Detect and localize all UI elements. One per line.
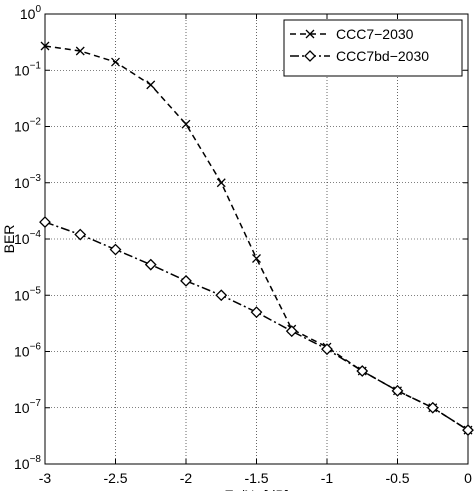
y-tick-exponent: −8 <box>30 454 42 465</box>
y-tick-base: 10 <box>14 175 30 191</box>
marker <box>109 243 122 256</box>
y-tick-label: 10−5 <box>14 285 41 303</box>
marker <box>146 80 156 90</box>
y-tick-base: 10 <box>14 400 30 416</box>
y-tick-label: 100 <box>20 4 42 22</box>
x-label-part: [dB] <box>260 487 289 491</box>
y-tick-label: 10−2 <box>14 117 41 135</box>
y-tick-exponent: −3 <box>30 173 42 184</box>
marker <box>75 46 85 56</box>
y-tick-exponent: −2 <box>30 117 42 128</box>
marker <box>462 424 474 437</box>
y-tick-base: 10 <box>20 6 36 22</box>
marker <box>285 325 298 338</box>
y-tick-label: 10−6 <box>14 342 41 360</box>
x-tick-label: -1.5 <box>244 470 268 486</box>
y-tick-base: 10 <box>14 456 30 472</box>
marker <box>321 343 333 356</box>
y-tick-base: 10 <box>14 344 30 360</box>
y-axis-label: BER <box>1 225 17 254</box>
x-label-part: /N <box>240 487 254 491</box>
x-label-part: E <box>224 487 233 491</box>
x-tick-label: -1 <box>321 470 334 486</box>
y-tick-base: 10 <box>14 287 30 303</box>
x-tick-label: -2 <box>180 470 193 486</box>
legend-marker <box>305 29 315 39</box>
y-tick-base: 10 <box>14 62 30 78</box>
marker <box>252 254 261 263</box>
y-tick-exponent: 0 <box>35 4 41 15</box>
y-tick-exponent: −4 <box>30 229 42 240</box>
y-tick-exponent: −5 <box>30 285 42 296</box>
legend-label: CCC7bd−2030 <box>336 48 429 64</box>
legend-marker <box>304 50 316 62</box>
x-tick-label: -0.5 <box>385 470 409 486</box>
marker <box>40 41 50 51</box>
marker <box>180 274 192 287</box>
marker <box>144 258 157 271</box>
y-tick-exponent: −1 <box>30 60 42 71</box>
y-tick-label: 10−7 <box>14 398 41 416</box>
y-tick-base: 10 <box>14 119 30 135</box>
marker <box>356 365 369 377</box>
y-tick-label: 10−8 <box>14 454 41 472</box>
x-tick-label: -2.5 <box>103 470 127 486</box>
marker <box>426 401 439 414</box>
y-tick-base: 10 <box>14 231 30 247</box>
x-tick-label: 0 <box>464 470 472 486</box>
y-tick-exponent: −7 <box>30 398 42 409</box>
marker <box>250 306 263 319</box>
x-axis-label: ES/N0 [dB] <box>224 487 288 491</box>
legend-box <box>283 19 463 77</box>
legend-label: CCC7−2030 <box>336 26 414 42</box>
marker <box>111 57 120 67</box>
y-tick-label: 10−4 <box>14 229 41 247</box>
plot-frame <box>44 13 469 465</box>
marker <box>216 178 226 188</box>
marker <box>391 384 404 397</box>
x-tick-label: -3 <box>39 470 52 486</box>
y-tick-label: 10−1 <box>14 60 41 78</box>
y-tick-exponent: −6 <box>30 342 42 353</box>
marker <box>181 119 191 129</box>
series-line <box>44 45 469 431</box>
marker <box>39 216 51 228</box>
marker <box>74 228 87 241</box>
y-tick-label: 10−3 <box>14 173 41 191</box>
marker <box>215 289 228 302</box>
